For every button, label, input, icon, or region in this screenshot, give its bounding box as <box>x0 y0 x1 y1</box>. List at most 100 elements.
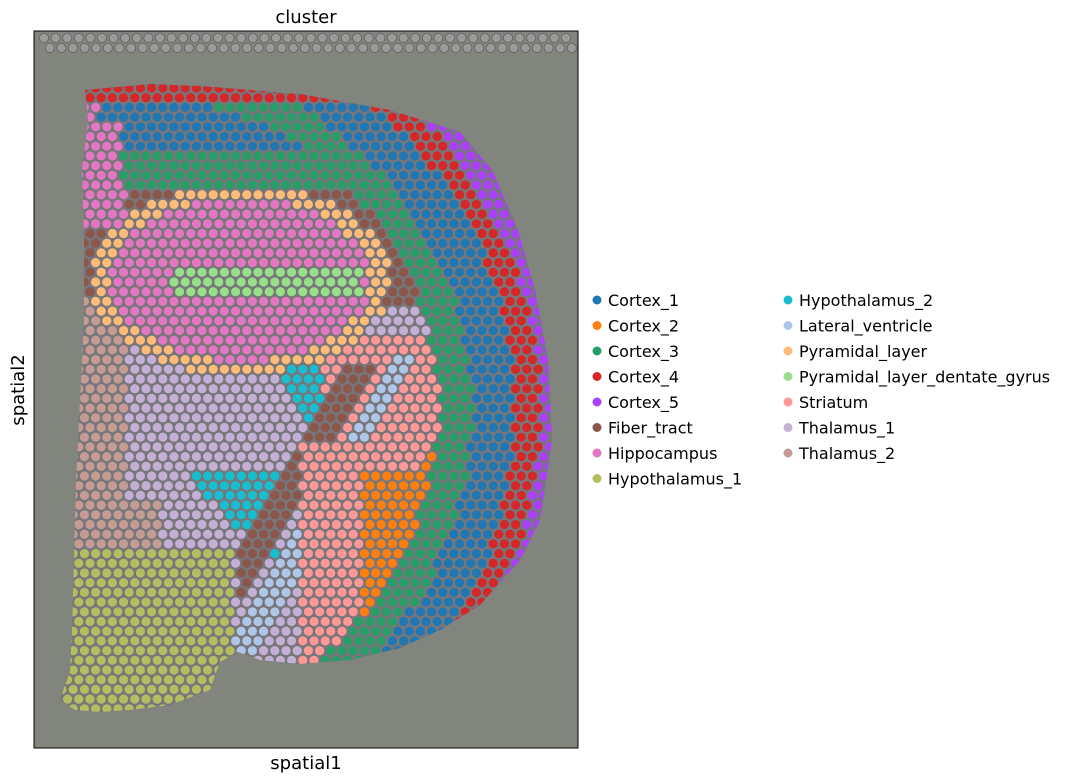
spot <box>281 587 291 598</box>
spot <box>387 325 397 336</box>
spot <box>191 296 201 306</box>
spot <box>399 384 409 394</box>
spot <box>432 616 442 627</box>
spot <box>147 432 157 442</box>
spot <box>113 646 123 656</box>
spot <box>96 112 106 122</box>
spot <box>253 461 263 471</box>
spot <box>287 558 297 568</box>
spot <box>410 384 420 394</box>
spot <box>471 490 481 500</box>
spot <box>393 335 403 345</box>
spot <box>443 325 453 336</box>
spot <box>298 578 308 588</box>
spot <box>415 374 425 384</box>
spot <box>79 587 89 598</box>
spot <box>443 578 453 588</box>
spot <box>309 190 319 200</box>
spot <box>180 413 190 423</box>
spot <box>130 364 140 374</box>
spot <box>343 190 353 200</box>
spot <box>348 161 358 171</box>
spot <box>455 287 465 297</box>
spot <box>135 122 145 132</box>
spot <box>393 490 403 500</box>
spot <box>477 170 487 180</box>
spot <box>91 432 101 442</box>
spot <box>275 364 285 374</box>
spot <box>499 403 509 413</box>
spot <box>455 325 465 336</box>
spot <box>219 539 229 549</box>
spot <box>96 481 106 491</box>
legend-marker <box>592 474 602 483</box>
spot <box>460 510 470 520</box>
spot <box>208 461 218 471</box>
spot <box>292 219 302 229</box>
spot <box>281 277 291 287</box>
spot <box>488 558 498 568</box>
spot <box>427 238 437 248</box>
spot <box>253 112 263 122</box>
spot <box>415 626 425 636</box>
spot <box>96 519 106 530</box>
spot <box>443 422 453 433</box>
spot <box>270 316 280 326</box>
spot <box>421 500 431 510</box>
spot <box>203 413 213 423</box>
spot <box>270 510 280 520</box>
spot <box>203 258 213 268</box>
spot <box>270 587 280 598</box>
spot <box>214 180 224 190</box>
spot <box>320 403 330 413</box>
spot <box>281 432 291 442</box>
spot <box>466 248 476 258</box>
spot <box>152 209 162 219</box>
spot <box>331 384 341 394</box>
spot <box>320 287 330 297</box>
spot <box>91 180 101 190</box>
spot <box>197 287 207 297</box>
spot <box>242 364 252 374</box>
spot <box>180 374 190 384</box>
spot <box>376 578 386 588</box>
spot <box>225 199 235 209</box>
spot <box>119 558 129 568</box>
spot <box>494 296 504 306</box>
spot <box>214 626 224 636</box>
fiducial-dot <box>566 43 577 54</box>
spot <box>522 403 532 413</box>
spot <box>102 413 112 423</box>
spot <box>466 190 476 200</box>
spot <box>225 529 235 539</box>
spot <box>219 345 229 355</box>
spot <box>505 238 515 248</box>
spot <box>275 461 285 471</box>
spot <box>124 161 134 171</box>
spot <box>175 519 185 530</box>
spot <box>460 161 470 171</box>
spot <box>113 238 123 248</box>
spot <box>404 180 414 190</box>
spot <box>449 413 459 423</box>
spot <box>191 529 201 539</box>
spot <box>231 345 241 355</box>
legend-label: Cortex_2 <box>608 317 679 337</box>
spot <box>135 452 145 462</box>
spot <box>337 646 347 656</box>
spot <box>527 374 538 384</box>
spot <box>382 607 392 617</box>
spot <box>315 102 325 112</box>
spot <box>320 112 330 122</box>
spot <box>191 393 201 403</box>
spot <box>348 355 358 365</box>
spot <box>404 355 414 365</box>
spot <box>477 461 487 471</box>
spot <box>376 190 386 200</box>
spot <box>141 190 151 200</box>
spot <box>191 374 201 384</box>
spot <box>354 131 364 142</box>
spot <box>225 141 235 151</box>
spot <box>488 364 498 374</box>
spot <box>303 432 313 442</box>
